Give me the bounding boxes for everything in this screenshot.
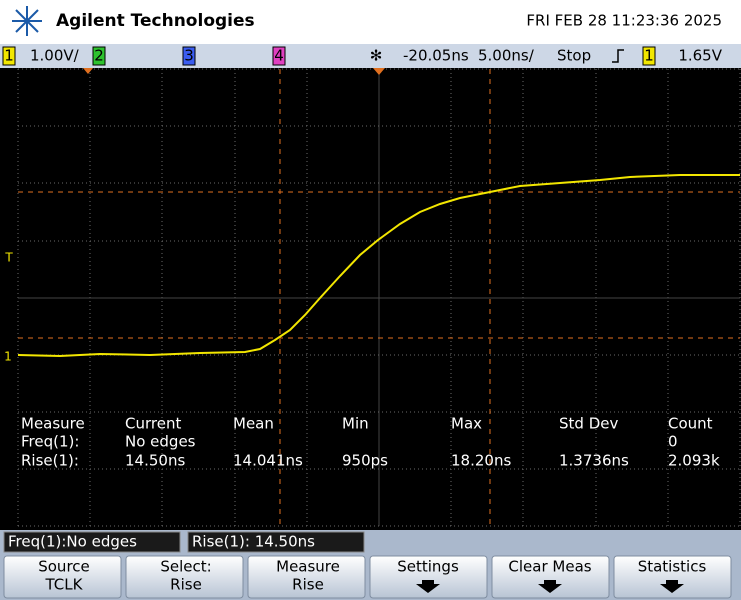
trig-source: 1 xyxy=(644,47,654,65)
ch1-ground-marker: 1 xyxy=(4,350,12,364)
softkey[interactable] xyxy=(369,555,488,599)
measurement-table: Measure Current Mean Min Max Std Dev Count Freq… xyxy=(21,415,720,470)
ch2: 2 xyxy=(94,47,104,65)
table-header: Measure xyxy=(21,415,85,433)
cell: 14.50ns xyxy=(125,452,185,470)
cell: 18.20ns xyxy=(451,452,511,470)
cursors xyxy=(18,69,740,526)
table-header: Std Dev xyxy=(559,415,618,433)
softkey-title[interactable]: Source xyxy=(38,558,90,576)
ch1: 1 xyxy=(4,47,14,65)
softkey-value[interactable]: Rise xyxy=(292,576,324,594)
cell: 0 xyxy=(668,433,678,451)
softkey-title[interactable]: Statistics xyxy=(638,558,707,576)
ch2-box xyxy=(92,46,106,66)
submenu-arrow xyxy=(660,580,684,593)
cell: 950ps xyxy=(342,452,388,470)
submenu-arrow xyxy=(538,580,562,593)
trig-level: 1.65V xyxy=(678,47,722,65)
cell: No edges xyxy=(125,433,196,451)
table-header: Count xyxy=(668,415,713,433)
header xyxy=(0,0,741,44)
readout-box xyxy=(3,531,181,553)
softkey-title[interactable]: Settings xyxy=(397,558,459,576)
softkey-title[interactable]: Measure xyxy=(276,558,340,576)
softkey-title[interactable]: Clear Meas xyxy=(508,558,591,576)
ch3: 3 xyxy=(184,47,194,65)
ch4-box xyxy=(272,46,286,66)
table-header: Mean xyxy=(233,415,274,433)
waveform xyxy=(17,174,740,358)
softkey-title[interactable]: Select: xyxy=(160,558,211,576)
table-header: Min xyxy=(342,415,369,433)
brand: Agilent Technologies xyxy=(56,11,255,31)
submenu-arrow xyxy=(416,580,440,593)
trig-level-marker: T xyxy=(4,251,13,265)
ch1-box xyxy=(2,46,16,66)
delay-icon: ✻ xyxy=(370,47,383,65)
cell: 1.3736ns xyxy=(559,452,629,470)
row-label: Freq(1): xyxy=(21,433,79,451)
readout: Rise(1): 14.50ns xyxy=(192,533,315,551)
datetime: FRI FEB 28 11:23:36 2025 xyxy=(526,12,722,30)
table-header: Current xyxy=(125,415,181,433)
delay: -20.05ns xyxy=(403,47,469,65)
timebase: 5.00ns/ xyxy=(478,47,535,65)
table-header: Max xyxy=(451,415,482,433)
logo xyxy=(12,6,42,36)
ch3-box xyxy=(182,46,196,66)
ch4: 4 xyxy=(274,47,284,65)
row-label: Rise(1): xyxy=(21,452,79,470)
graticule xyxy=(17,68,741,527)
ch1-scale: 1.00V/ xyxy=(30,47,80,65)
softkey[interactable] xyxy=(3,555,122,599)
display xyxy=(0,68,741,530)
softkey[interactable] xyxy=(491,555,610,599)
run-state: Stop xyxy=(557,47,591,65)
softkey-value[interactable]: Rise xyxy=(170,576,202,594)
trigger-edge-icon xyxy=(612,49,624,63)
trig-source-box xyxy=(642,46,656,66)
softkey-value[interactable]: TCLK xyxy=(45,576,84,594)
softkey[interactable] xyxy=(125,555,244,599)
readout-box xyxy=(187,531,365,553)
readout: Freq(1):No edges xyxy=(8,533,137,551)
softkey[interactable] xyxy=(613,555,732,599)
cell: 14.041ns xyxy=(233,452,303,470)
softkey[interactable] xyxy=(247,555,366,599)
cell: 2.093k xyxy=(668,452,720,470)
